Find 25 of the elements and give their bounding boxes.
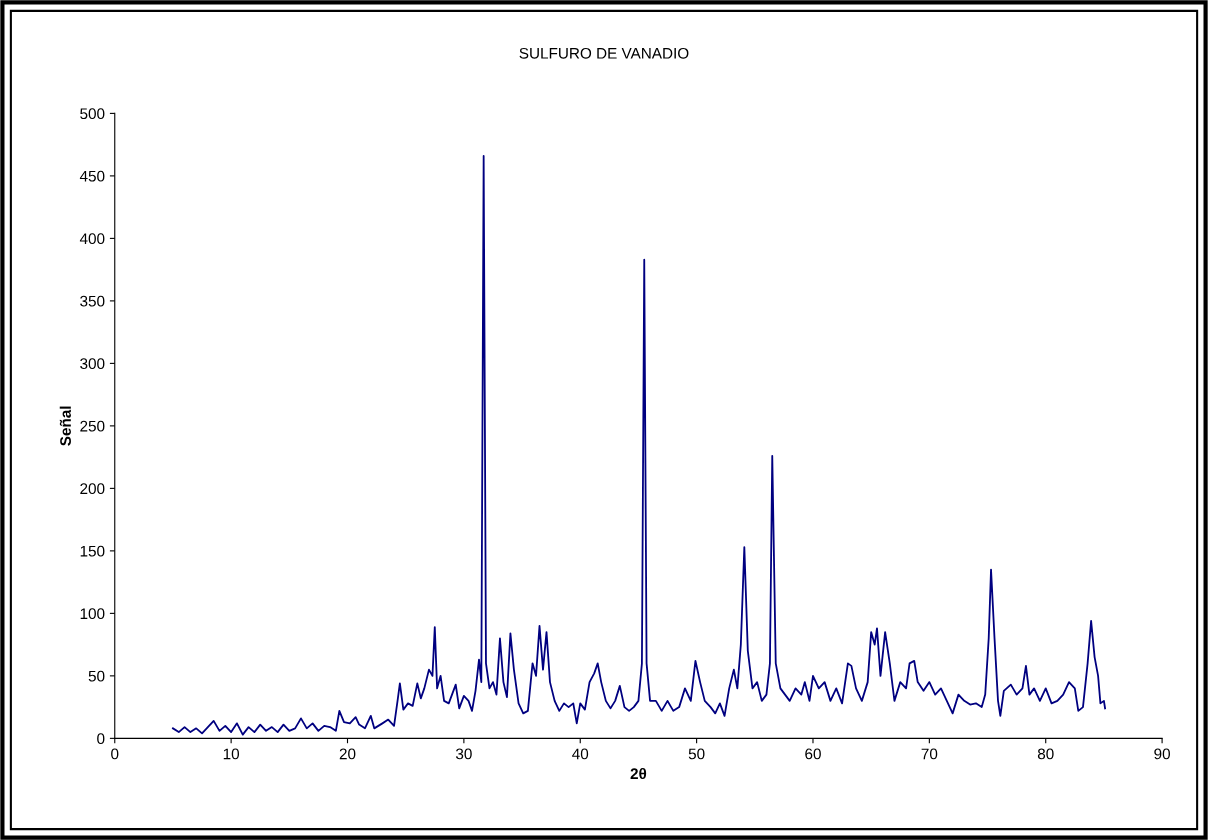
x-tick-label: 50	[688, 748, 705, 760]
y-tick-label: 100	[80, 608, 105, 620]
x-axis-title: 2θ	[630, 767, 647, 780]
line-series	[172, 154, 1106, 736]
y-tick-label: 250	[80, 420, 105, 432]
y-tick-label: 0	[97, 733, 105, 745]
y-tick-label: 200	[80, 483, 105, 495]
y-tick-label: 500	[80, 108, 105, 120]
y-tick-label: 350	[80, 295, 105, 307]
y-tick-label: 150	[80, 545, 105, 557]
x-tick-label: 40	[572, 748, 589, 760]
y-tick-label: 300	[80, 358, 105, 370]
chart-title: SULFURO DE VANADIO	[519, 47, 689, 59]
x-tick-label: 60	[805, 748, 821, 760]
y-axis-title: Señal	[59, 406, 71, 446]
x-tick-label: 10	[223, 748, 240, 760]
x-tick-label: 90	[1154, 748, 1170, 760]
x-tick-label: 0	[111, 748, 119, 760]
y-tick-label: 450	[79, 170, 105, 182]
y-tick-label: 400	[79, 233, 105, 245]
x-tick-label: 80	[1037, 748, 1054, 760]
y-tick-label: 50	[88, 670, 105, 682]
x-tick-label: 20	[339, 748, 356, 760]
x-tick-label: 70	[921, 748, 938, 760]
x-tick-label: 30	[455, 748, 472, 760]
